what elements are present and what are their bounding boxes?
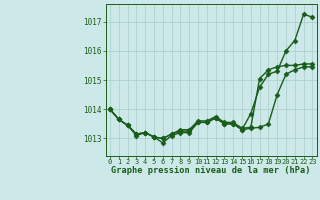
X-axis label: Graphe pression niveau de la mer (hPa): Graphe pression niveau de la mer (hPa) [111, 166, 311, 175]
